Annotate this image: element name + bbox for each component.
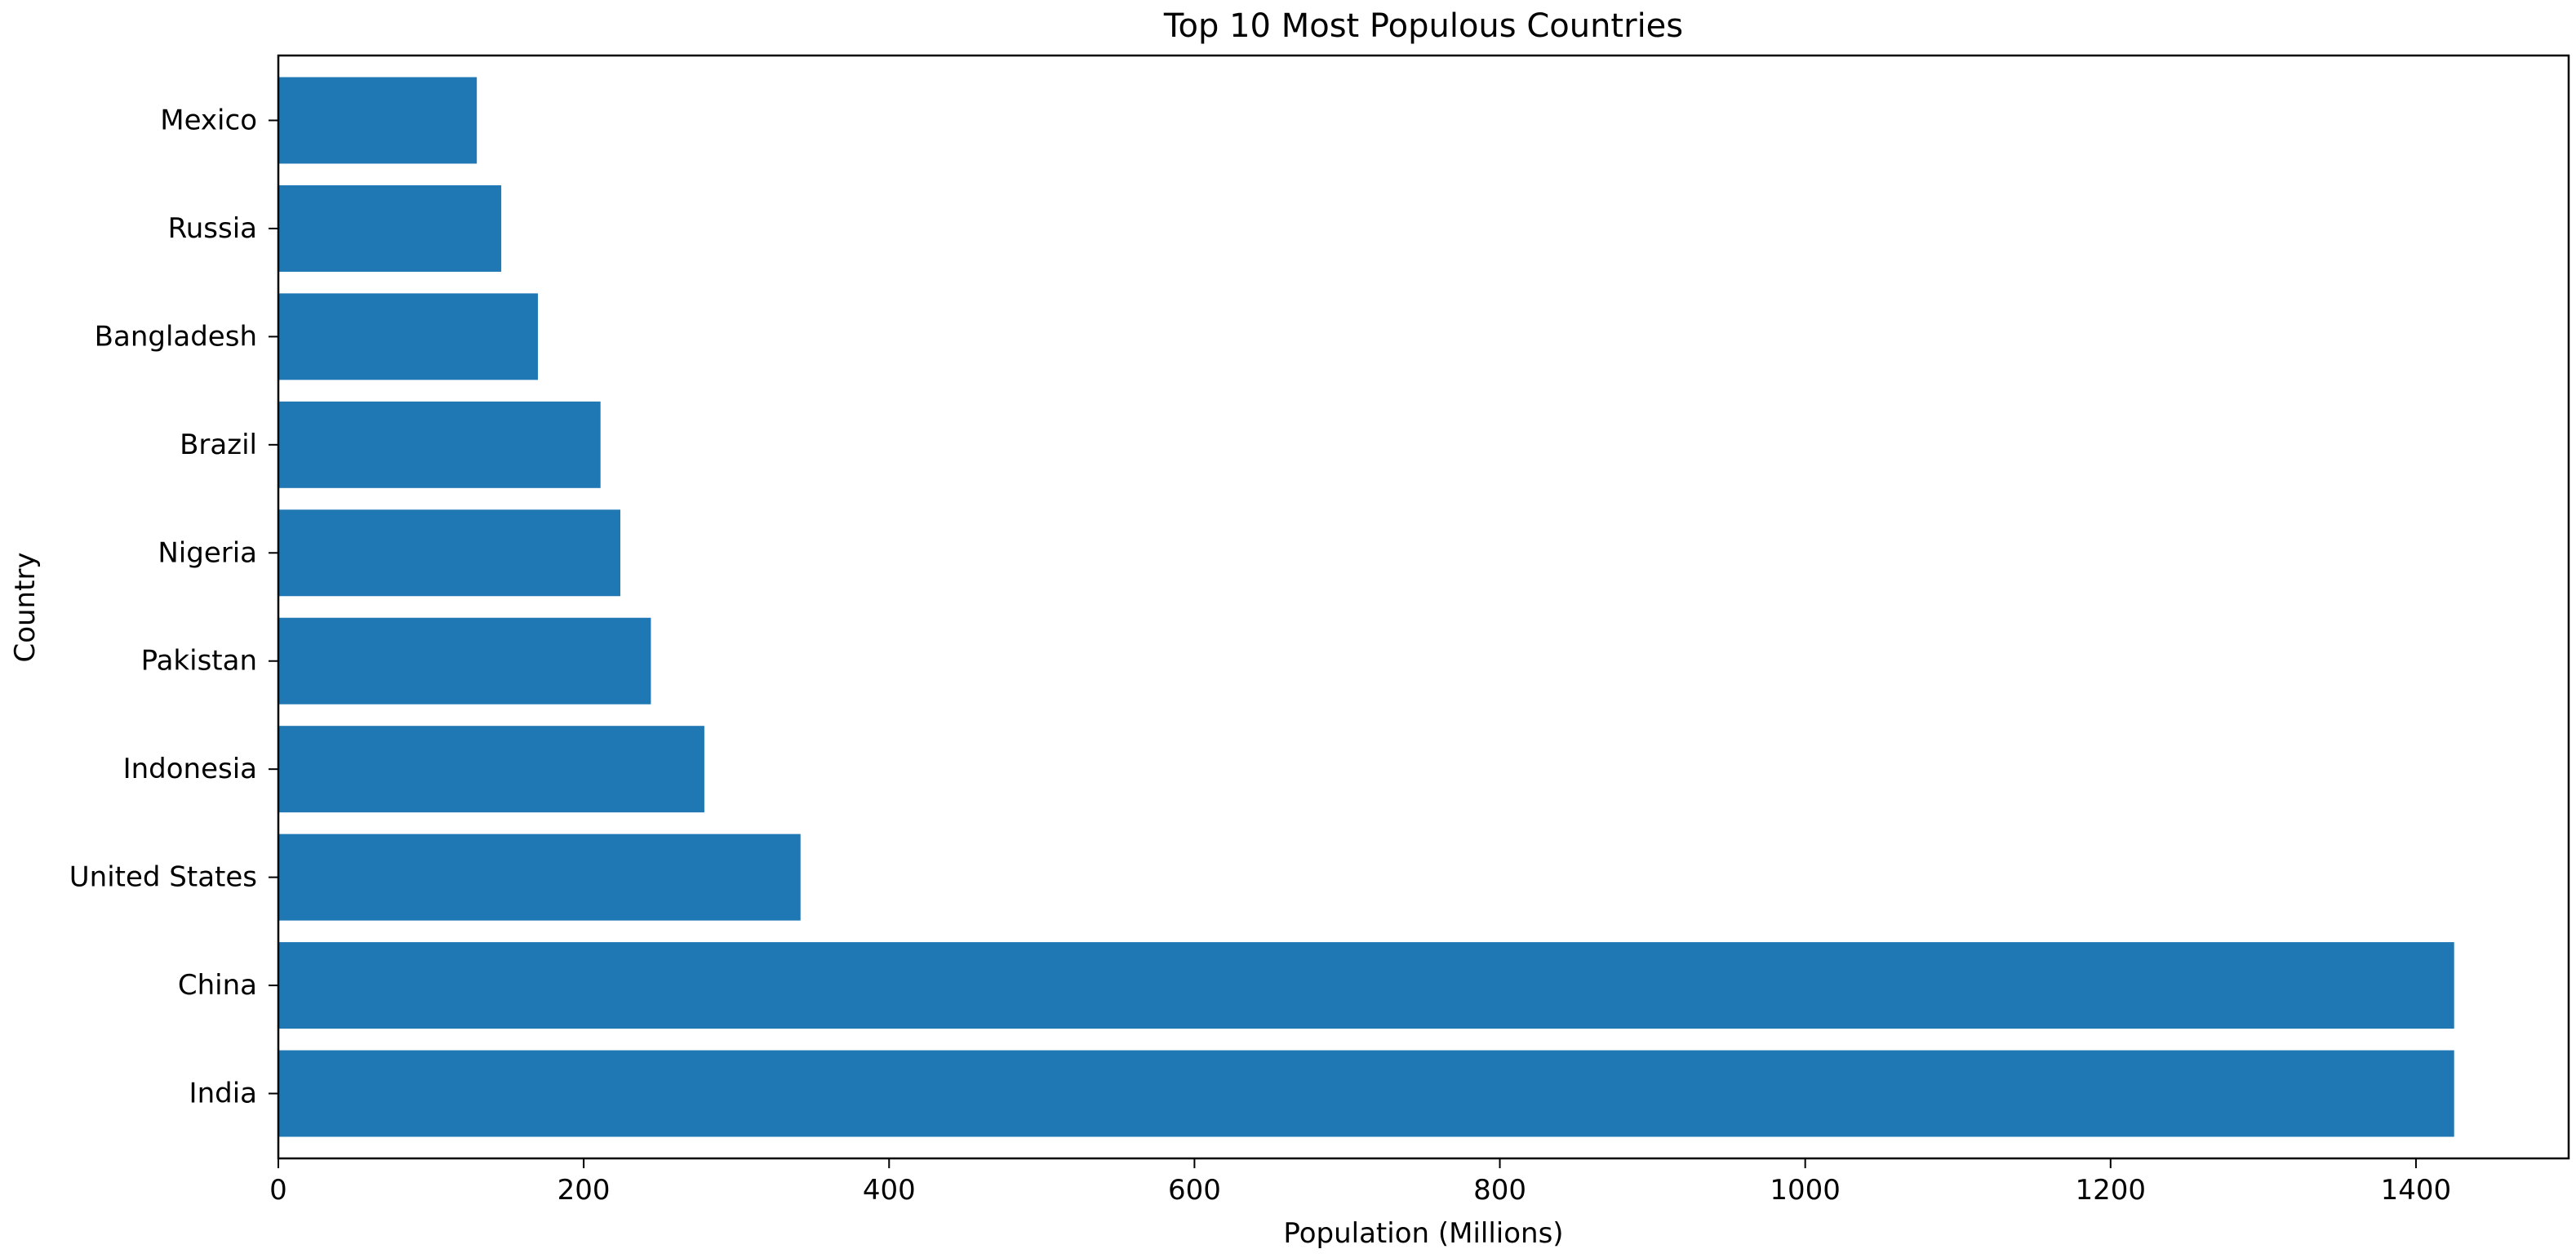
y-tick-label: Russia <box>168 212 257 245</box>
y-tick-label: Bangladesh <box>95 320 257 353</box>
x-tick-label: 1200 <box>2076 1174 2147 1207</box>
x-tick-label: 0 <box>269 1174 287 1207</box>
bar-china <box>278 942 2454 1029</box>
y-tick-label: India <box>189 1078 257 1110</box>
x-tick-label: 800 <box>1473 1174 1526 1207</box>
x-tick-label: 1400 <box>2381 1174 2452 1207</box>
bar-nigeria <box>278 509 621 597</box>
x-tick-label: 400 <box>863 1174 916 1207</box>
x-axis-label: Population (Millions) <box>1283 1217 1563 1250</box>
y-axis-label: Country <box>9 552 42 662</box>
bar-india <box>278 1050 2454 1137</box>
bar-russia <box>278 184 502 272</box>
y-tick-label: United States <box>69 861 257 894</box>
x-tick-label: 600 <box>1168 1174 1221 1207</box>
bar-pakistan <box>278 617 651 705</box>
y-axis-ticks: India China United States Indonesia Pakistan… <box>69 104 278 1110</box>
bar-brazil <box>278 401 601 488</box>
bar-mexico <box>278 77 477 164</box>
chart-title: Top 10 Most Populous Countries <box>1163 7 1683 45</box>
y-tick-label: Pakistan <box>141 645 257 678</box>
bar-united-states <box>278 833 801 921</box>
y-tick-label: Mexico <box>160 104 257 136</box>
x-axis-ticks: 0 200 400 600 800 1000 1200 1400 <box>269 1158 2451 1207</box>
bar-bangladesh <box>278 293 539 380</box>
y-tick-label: China <box>178 969 257 1002</box>
bars-group <box>278 77 2454 1137</box>
y-tick-label: Brazil <box>180 429 257 461</box>
x-tick-label: 1000 <box>1770 1174 1841 1207</box>
y-tick-label: Indonesia <box>123 753 257 785</box>
x-tick-label: 200 <box>557 1174 611 1207</box>
y-tick-label: Nigeria <box>158 536 257 569</box>
bar-indonesia <box>278 726 704 813</box>
plot-frame <box>277 54 2570 1160</box>
